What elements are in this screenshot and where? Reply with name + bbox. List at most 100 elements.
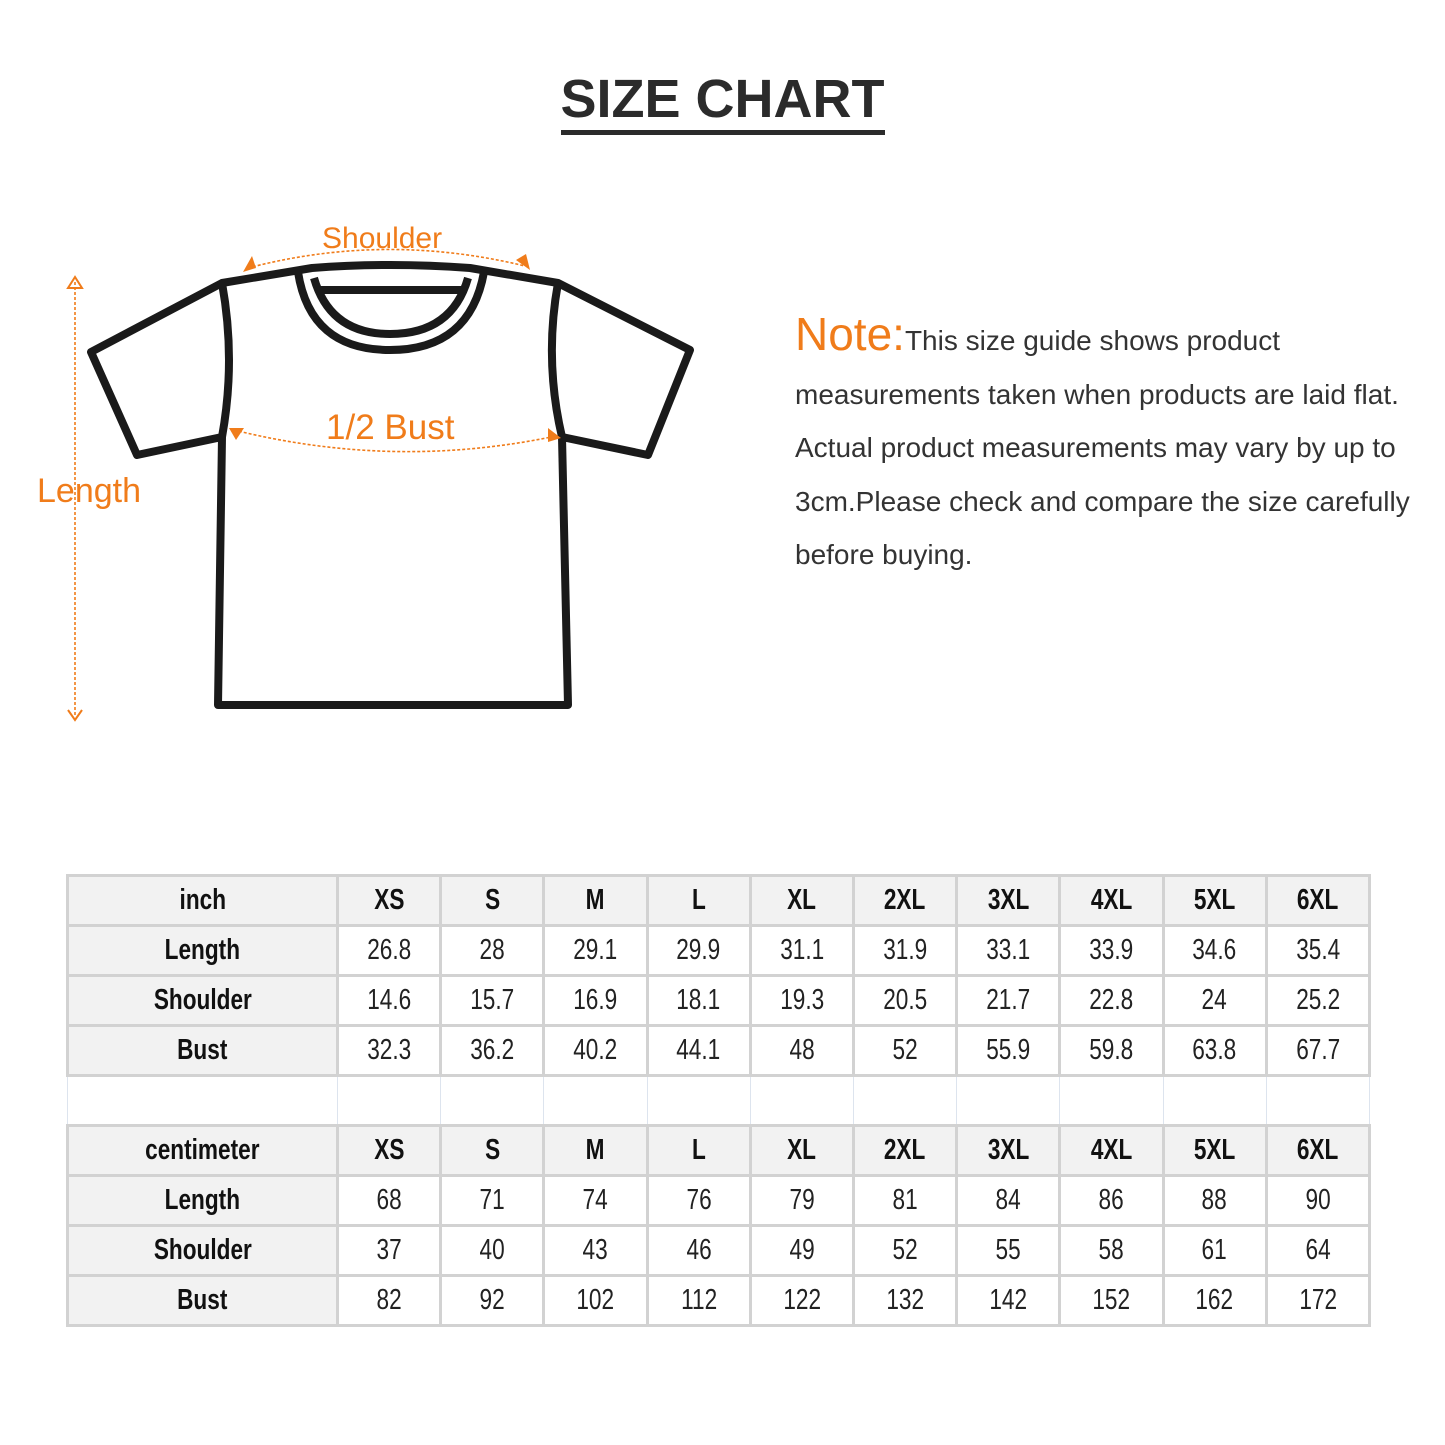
value-cell: 29.1	[542, 924, 649, 977]
value-cell-text: 71	[479, 1184, 505, 1216]
table-row: Bust 82 92 102 112 122 132 142 152 162 172	[66, 1274, 1371, 1327]
value-cell: 40.2	[542, 1024, 649, 1077]
bust-label: 1/2 Bust	[326, 408, 455, 447]
value-cell-text: 92	[479, 1284, 505, 1316]
size-header: 5XL	[1161, 874, 1268, 927]
value-cell-text: 132	[886, 1284, 924, 1316]
empty-cell	[1059, 1074, 1164, 1127]
value-cell: 15.7	[439, 974, 546, 1027]
value-cell: 49	[748, 1224, 855, 1277]
value-cell: 33.9	[1058, 924, 1165, 977]
value-cell-text: 84	[995, 1184, 1021, 1216]
size-header-text: XL	[787, 1134, 817, 1166]
value-cell-text: 102	[576, 1284, 615, 1316]
value-cell: 28	[439, 924, 546, 977]
value-cell: 37	[335, 1224, 443, 1277]
value-cell-text: 67.7	[1295, 1034, 1340, 1066]
empty-cell	[956, 1074, 1061, 1127]
value-cell: 90	[1264, 1174, 1371, 1227]
row-label: Bust	[66, 1274, 339, 1327]
value-cell: 46	[645, 1224, 752, 1277]
value-cell-text: 112	[680, 1284, 717, 1316]
value-cell-text: 58	[1098, 1234, 1124, 1266]
size-header: 6XL	[1264, 874, 1371, 927]
row-label: Length	[66, 924, 339, 977]
size-header: 3XL	[955, 1124, 1062, 1177]
arrow-icon	[516, 254, 530, 270]
value-cell: 35.4	[1264, 924, 1371, 977]
value-cell: 84	[955, 1174, 1062, 1227]
size-header-text: 4XL	[1090, 1134, 1133, 1166]
value-cell: 152	[1058, 1274, 1165, 1327]
value-cell-text: 43	[582, 1234, 609, 1266]
value-cell: 76	[645, 1174, 752, 1227]
size-header-text: 6XL	[1297, 884, 1339, 916]
value-cell: 24	[1161, 974, 1268, 1027]
value-cell: 40	[439, 1224, 546, 1277]
value-cell: 25.2	[1264, 974, 1371, 1027]
unit-header-text: centimeter	[145, 1134, 260, 1166]
value-cell-text: 152	[1092, 1284, 1131, 1316]
value-cell: 81	[851, 1174, 959, 1227]
value-cell-text: 33.9	[1089, 934, 1134, 966]
row-label-text: Shoulder	[153, 984, 252, 1016]
size-header-text: M	[586, 1134, 605, 1166]
value-cell: 92	[439, 1274, 546, 1327]
size-header: 5XL	[1161, 1124, 1268, 1177]
table-row: Bust 32.3 36.2 40.2 44.1 48 52 55.9 59.8 63.8 67.7	[66, 1024, 1371, 1077]
size-header: XS	[335, 874, 443, 927]
note-heading: Note:	[795, 308, 905, 360]
header-row: centimeter XS S M L XL 2XL 3XL 4XL 5XL 6XL	[66, 1124, 1371, 1177]
value-cell-text: 61	[1202, 1234, 1228, 1266]
size-header-text: 5XL	[1193, 1134, 1236, 1166]
value-cell-text: 22.8	[1089, 984, 1134, 1016]
size-header: S	[439, 1124, 546, 1177]
table-row: Length 26.8 28 29.1 29.9 31.1 31.9 33.1 33.9 34.6…	[66, 924, 1371, 977]
value-cell-text: 18.1	[676, 984, 721, 1016]
value-cell: 21.7	[955, 974, 1062, 1027]
value-cell: 52	[851, 1224, 959, 1277]
value-cell-text: 16.9	[573, 984, 618, 1016]
value-cell-text: 34.6	[1192, 934, 1237, 966]
row-label-text: Bust	[177, 1034, 228, 1066]
size-table: inch XS S M L XL 2XL 3XL 4XL 5XL 6XL Length 26.8 28 29…	[66, 874, 1371, 1327]
value-cell: 122	[748, 1274, 855, 1327]
value-cell-text: 90	[1305, 1184, 1331, 1216]
value-cell: 71	[439, 1174, 546, 1227]
empty-cell	[749, 1074, 854, 1127]
tshirt-outline-icon	[87, 261, 694, 709]
value-cell-text: 15.7	[470, 984, 515, 1016]
size-header: 4XL	[1058, 874, 1165, 927]
value-cell: 162	[1161, 1274, 1268, 1327]
size-header-text: XS	[374, 1134, 405, 1166]
note-text: This size guide shows product measuremen…	[795, 325, 1410, 570]
empty-cell	[67, 1074, 338, 1127]
value-cell-text: 29.1	[573, 934, 618, 966]
value-cell: 55.9	[955, 1024, 1062, 1077]
value-cell-text: 21.7	[986, 984, 1031, 1016]
value-cell-text: 74	[582, 1184, 609, 1216]
value-cell: 26.8	[335, 924, 443, 977]
size-header-text: 2XL	[884, 884, 926, 916]
value-cell-text: 81	[892, 1184, 918, 1216]
unit-header: inch	[66, 874, 339, 927]
value-cell-text: 162	[1195, 1284, 1234, 1316]
size-header: XL	[748, 1124, 855, 1177]
row-label: Shoulder	[66, 1224, 339, 1277]
value-cell: 142	[955, 1274, 1062, 1327]
size-header-text: 4XL	[1090, 884, 1133, 916]
row-label-text: Length	[164, 934, 241, 966]
size-header: M	[542, 874, 649, 927]
row-label-text: Bust	[177, 1284, 228, 1316]
value-cell: 32.3	[335, 1024, 443, 1077]
table-row: Shoulder 37 40 43 46 49 52 55 58 61 64	[66, 1224, 1371, 1277]
value-cell-text: 25.2	[1295, 984, 1340, 1016]
value-cell-text: 63.8	[1192, 1034, 1237, 1066]
size-header-text: XL	[787, 884, 817, 916]
size-header: XS	[335, 1124, 443, 1177]
value-cell-text: 142	[989, 1284, 1028, 1316]
length-label: Length	[37, 472, 141, 510]
value-cell: 64	[1264, 1224, 1371, 1277]
value-cell-text: 44.1	[676, 1034, 721, 1066]
shoulder-measure-line	[247, 248, 526, 269]
